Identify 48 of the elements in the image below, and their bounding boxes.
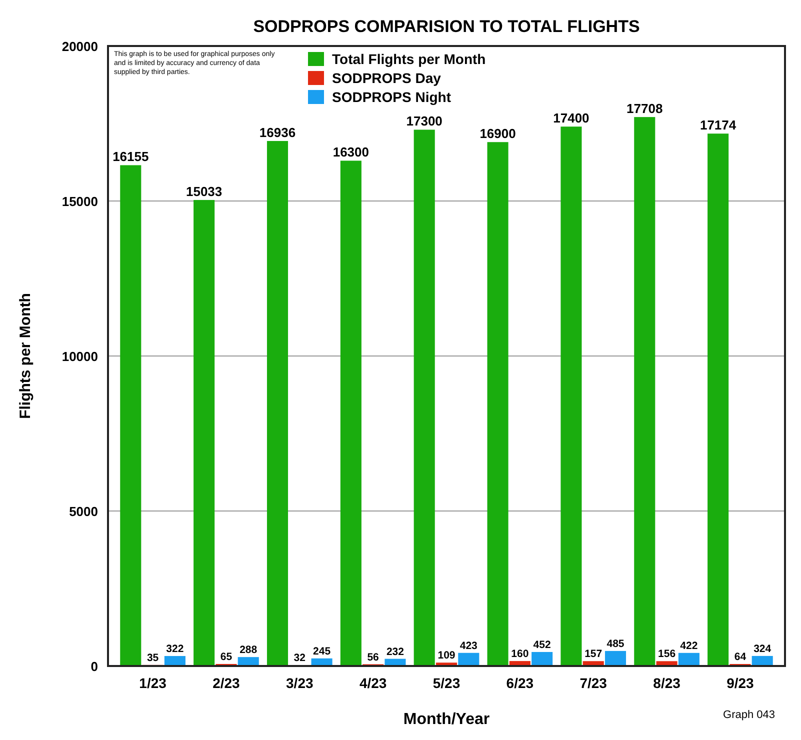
data-label: 422 xyxy=(680,640,698,652)
data-label: 16900 xyxy=(480,126,516,142)
data-label: 17174 xyxy=(700,118,737,133)
legend-label: SODPROPS Day xyxy=(332,70,442,86)
y-tick-label: 20000 xyxy=(62,39,98,54)
data-label: 232 xyxy=(386,646,404,658)
y-axis-title: Flights per Month xyxy=(17,293,34,419)
chart-title: SODPROPS COMPARISION TO TOTAL FLIGHTS xyxy=(253,17,640,36)
x-tick-label: 9/23 xyxy=(726,675,754,691)
data-label: 288 xyxy=(240,644,258,656)
data-label: 16155 xyxy=(112,149,149,164)
data-label: 324 xyxy=(754,642,772,655)
y-tick-label: 10000 xyxy=(62,349,98,364)
data-label: 157 xyxy=(584,648,602,660)
x-tick-label: 6/23 xyxy=(506,675,534,691)
data-label: 35 xyxy=(146,652,159,664)
data-label: 16300 xyxy=(332,144,369,160)
legend-label: Total Flights per Month xyxy=(332,51,486,67)
x-tick-label: 5/23 xyxy=(432,675,460,691)
y-tick-label: 15000 xyxy=(62,194,98,209)
x-tick-label: 3/23 xyxy=(286,675,314,691)
data-label: 64 xyxy=(734,651,746,664)
y-tick-label: 5000 xyxy=(69,504,98,519)
data-label: 245 xyxy=(313,645,331,658)
data-label: 322 xyxy=(166,643,184,656)
data-label: 160 xyxy=(511,648,529,660)
legend-label: SODPROPS Night xyxy=(332,89,452,105)
x-axis-title: Month/Year xyxy=(403,711,490,728)
y-tick-label: 0 xyxy=(90,659,98,674)
x-tick-label: 2/23 xyxy=(212,675,240,691)
data-label: 15033 xyxy=(186,184,222,199)
data-label: 156 xyxy=(658,648,676,660)
data-label: 17708 xyxy=(626,101,663,116)
data-label: 56 xyxy=(367,651,380,664)
data-label: 32 xyxy=(294,652,306,664)
data-label: 452 xyxy=(533,638,551,651)
data-label: 423 xyxy=(460,640,478,652)
data-label: 109 xyxy=(438,650,456,662)
data-label: 485 xyxy=(606,638,624,650)
caption: Graph 043 xyxy=(723,709,775,721)
data-label: 16936 xyxy=(259,124,296,140)
x-tick-label: 8/23 xyxy=(653,675,681,691)
x-tick-label: 4/23 xyxy=(359,675,387,691)
x-tick-label: 7/23 xyxy=(580,675,608,691)
data-label: 17400 xyxy=(553,110,590,126)
data-label: 65 xyxy=(220,650,232,663)
data-label: 17300 xyxy=(406,114,442,129)
x-tick-label: 1/23 xyxy=(139,675,167,691)
